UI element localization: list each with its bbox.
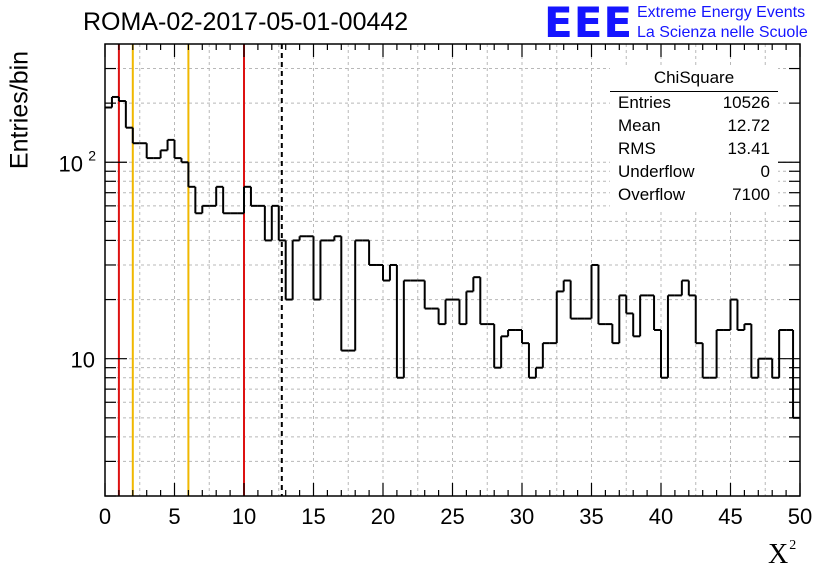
stats-label: Mean (618, 116, 661, 135)
x-tick-label: 25 (440, 504, 464, 529)
stats-label: Underflow (618, 162, 695, 181)
x-tick-label: 5 (168, 504, 180, 529)
stats-label: Entries (618, 93, 671, 112)
x-tick-label: 20 (371, 504, 395, 529)
stats-label: Overflow (618, 185, 686, 204)
stats-label: RMS (618, 139, 656, 158)
x-tick-label: 45 (718, 504, 742, 529)
logo-tagline-1: Extreme Energy Events (637, 4, 806, 21)
y-tick-exponent: 2 (88, 147, 96, 163)
stats-title: ChiSquare (653, 68, 735, 87)
x-axis-label-base: X (768, 539, 789, 570)
stats-divider (610, 91, 778, 92)
grid-lines (105, 44, 800, 496)
y-tick-label: 10 (59, 151, 83, 176)
stats-value: 12.72 (727, 116, 770, 135)
x-axis-label: X2 (768, 538, 796, 571)
x-tick-label: 0 (99, 504, 111, 529)
y-tick-label: 10 (71, 348, 95, 373)
plot-axes (104, 43, 801, 497)
stats-row-rms: RMS 13.41 (618, 139, 770, 162)
x-tick-label: 35 (579, 504, 603, 529)
x-tick-label: 10 (232, 504, 256, 529)
vertical-markers (117, 44, 283, 496)
x-tick-label: 50 (788, 504, 812, 529)
stats-value: 10526 (722, 93, 770, 112)
stats-value: 13.41 (727, 139, 770, 158)
x-axis-label-exponent: 2 (789, 538, 797, 553)
stats-row-underflow: Underflow 0 (618, 162, 770, 185)
x-tick-label: 30 (510, 504, 534, 529)
logo-tagline-2: La Scienza nelle Scuole (637, 24, 808, 41)
stats-value: 0 (760, 162, 770, 181)
stats-row-mean: Mean 12.72 (618, 116, 770, 139)
histogram-bars (105, 95, 800, 419)
x-tick-label: 40 (649, 504, 673, 529)
x-tick-label: 15 (301, 504, 325, 529)
stats-row-overflow: Overflow 7100 (618, 185, 770, 208)
eee-logo: EEE (544, 0, 634, 47)
tick-labels: 0 5 10 15 20 25 30 35 40 45 50 10 10 2 (59, 147, 813, 529)
chart-title: ROMA-02-2017-05-01-00442 (83, 8, 409, 36)
stats-box: ChiSquare Entries 10526 Mean 12.72 RMS 1… (610, 66, 778, 212)
stats-value: 7100 (732, 185, 770, 204)
stats-row-entries: Entries 10526 (618, 93, 770, 116)
